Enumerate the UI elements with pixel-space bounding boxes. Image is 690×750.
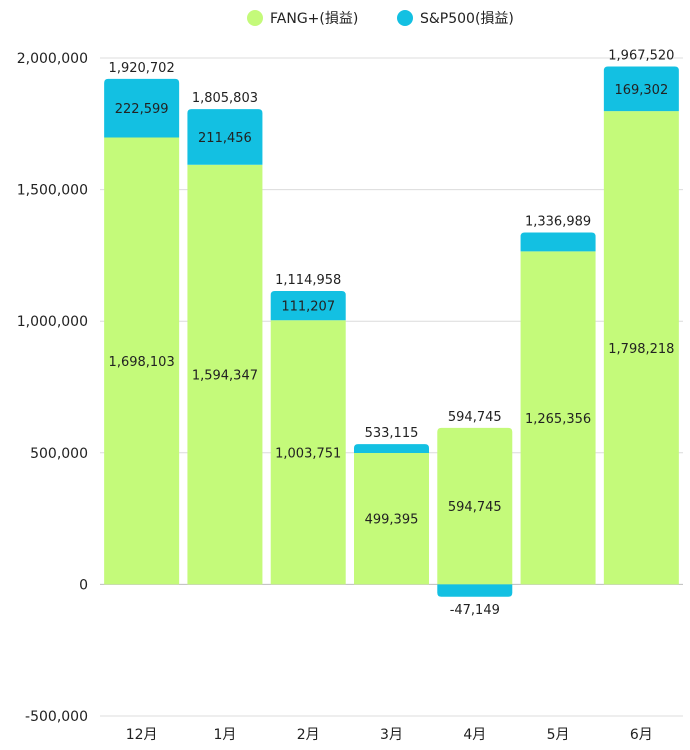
x-tick-label: 3月 [380,727,403,743]
bar-fang [104,137,180,585]
bar-fang [354,452,429,585]
bar-fang [187,164,263,585]
total-label: 1,967,520 [608,49,674,64]
value-label-fang: 1,798,218 [608,342,674,357]
value-label-sp500: -47,149 [450,603,500,618]
bar-sp500 [187,109,263,165]
bar-sp500 [437,584,513,597]
y-tick-label: -500,000 [25,709,88,725]
value-label-sp500: 169,302 [614,83,668,98]
value-label-sp500: 111,207 [281,300,335,315]
total-label: 1,336,989 [525,215,591,230]
legend-label-sp500: S&P500(損益) [420,11,514,27]
data-labels: 1,698,103 222,599 1,920,702 1,594,347 211,45… [109,49,675,618]
y-tick-label: 2,000,000 [17,51,88,67]
y-axis: 2,000,000 1,500,000 1,000,000 500,000 0 -500,… [17,51,88,725]
x-axis: 12月 1月 2月 3月 4月 5月 6月 [126,727,653,743]
chart-legend: FANG+(損益) S&P500(損益) [247,10,514,27]
value-label-fang: 594,745 [448,500,502,515]
x-tick-label: 4月 [463,727,486,743]
value-label-fang: 499,395 [365,513,419,528]
legend-label-fang: FANG+(損益) [270,11,358,27]
value-label-sp500: 222,599 [115,102,169,117]
bar-fang [603,111,679,585]
value-label-fang: 1,003,751 [275,446,341,461]
bar-sp500 [520,232,596,252]
bar-fang [520,251,596,585]
legend-swatch-fang [247,10,263,26]
value-label-sp500: 211,456 [198,131,252,146]
y-tick-label: 0 [79,577,88,593]
total-label: 1,805,803 [192,91,258,106]
y-tick-label: 500,000 [30,446,88,462]
x-tick-label: 1月 [213,727,236,743]
total-label: 1,114,958 [275,273,341,288]
x-tick-label: 12月 [126,727,158,743]
x-tick-label: 2月 [297,727,320,743]
y-tick-label: 1,000,000 [17,314,88,330]
total-label: 533,115 [365,426,419,441]
bar-sp500 [603,66,679,112]
bar-sp500 [104,78,180,138]
bars [104,66,679,597]
x-tick-label: 6月 [630,727,653,743]
bar-sp500 [270,290,346,321]
bar-fang [437,427,513,585]
x-tick-label: 5月 [547,727,570,743]
bar-sp500 [354,444,429,453]
y-tick-label: 1,500,000 [17,183,88,199]
value-label-fang: 1,698,103 [109,355,175,370]
total-label: 594,745 [448,410,502,425]
value-label-fang: 1,265,356 [525,412,591,427]
total-label: 1,920,702 [109,61,175,76]
bar-fang [270,320,346,585]
value-label-fang: 1,594,347 [192,369,258,384]
legend-swatch-sp500 [397,10,413,26]
